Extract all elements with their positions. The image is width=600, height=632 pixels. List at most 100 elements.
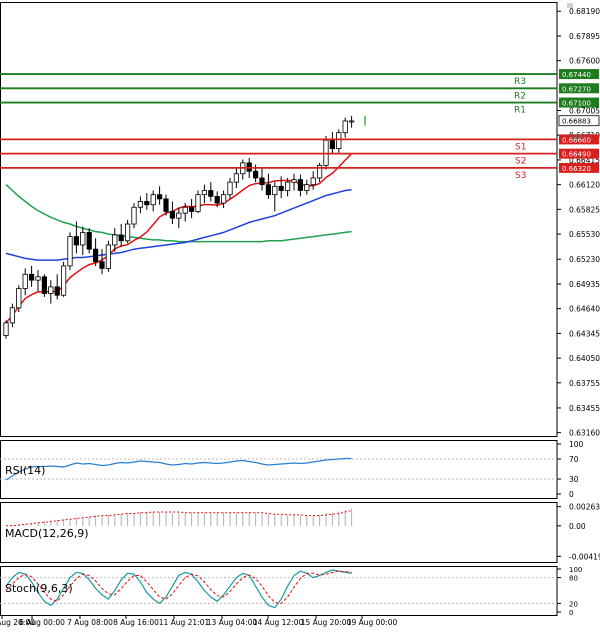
level-tag-label: 0.67270 bbox=[562, 85, 591, 93]
candle bbox=[48, 280, 54, 304]
price-tick-label: 0.63455 bbox=[569, 404, 600, 413]
candle-bear-body bbox=[73, 236, 79, 246]
candle bbox=[144, 193, 150, 210]
candle bbox=[201, 184, 207, 204]
candle-bear-body bbox=[86, 232, 92, 250]
candle-bear-body bbox=[329, 139, 336, 150]
price-axis: 0.681900.678950.676000.670050.667100.664… bbox=[557, 7, 600, 438]
stoch-signal-line bbox=[5, 570, 352, 604]
current-price-label: 0.66883 bbox=[562, 118, 591, 126]
price-tick-label: 0.65530 bbox=[569, 230, 600, 239]
time-axis: 5 Aug 20:006 Aug 00:007 Aug 08:008 Aug 1… bbox=[0, 615, 398, 627]
price-tick-label: 0.64640 bbox=[569, 305, 600, 314]
price-tick-label: 0.65230 bbox=[569, 255, 600, 264]
stoch-main-line bbox=[5, 569, 352, 609]
price-tick-label: 0.66120 bbox=[569, 181, 600, 190]
candle-bull-body bbox=[112, 234, 118, 246]
macd-signal-line bbox=[6, 510, 352, 527]
candle-bull-body bbox=[176, 212, 182, 219]
candle bbox=[28, 265, 35, 287]
pivot-levels: R3 0.67440 R2 0.67270 R1 0.67100 S1 0.66660 S2 0.… bbox=[0, 69, 600, 181]
candle-bull-body bbox=[22, 273, 28, 289]
price-tick-label: 0.67600 bbox=[569, 57, 600, 66]
candle bbox=[195, 190, 201, 214]
time-tick-label: 6 Aug 00:00 bbox=[19, 618, 65, 627]
price-tick-label: 0.63160 bbox=[569, 429, 600, 438]
level-tag-r1 bbox=[559, 97, 599, 108]
candle-bull-body bbox=[80, 232, 86, 246]
time-tick-label: 5 Aug 20:00 bbox=[0, 618, 35, 627]
candle bbox=[208, 182, 214, 202]
candle-bear-body bbox=[265, 184, 272, 196]
time-tick-label: 19 Aug 00:00 bbox=[347, 618, 398, 627]
macd-panel: 0.002637 0.00 -0.004195 MACD(12,26,9) bbox=[5, 503, 600, 562]
chart-frame bbox=[0, 2, 573, 616]
candle bbox=[93, 238, 99, 266]
candle bbox=[220, 190, 227, 209]
current-price-tag bbox=[558, 115, 600, 127]
candle-bear-body bbox=[188, 206, 195, 212]
candle-bull-body bbox=[3, 322, 9, 336]
macd-panel-frame bbox=[0, 502, 558, 563]
candle bbox=[188, 198, 195, 219]
candle-bear-body bbox=[214, 195, 220, 204]
ma-slow-line bbox=[5, 184, 352, 243]
time-tick-label: 13 Aug 04:00 bbox=[207, 618, 258, 627]
candle-bull-body bbox=[342, 120, 348, 134]
candle-bear-body bbox=[156, 194, 163, 200]
candle bbox=[265, 173, 272, 199]
rsi-label: RSI(14) bbox=[5, 464, 45, 477]
price-tick-label: 0.64935 bbox=[569, 280, 600, 289]
candle-bear-body bbox=[169, 211, 175, 219]
candle bbox=[278, 176, 284, 199]
candle bbox=[233, 167, 239, 188]
candle-bull-body bbox=[348, 120, 355, 123]
candle-bear-body bbox=[93, 248, 99, 263]
candle bbox=[316, 162, 323, 183]
candle-bear-body bbox=[297, 179, 304, 191]
macd-label: MACD(12,26,9) bbox=[5, 527, 89, 540]
candle bbox=[304, 179, 310, 195]
candle bbox=[163, 194, 169, 216]
candle bbox=[182, 203, 188, 222]
candle-bear-body bbox=[163, 198, 169, 212]
candle-bull-body bbox=[150, 194, 156, 206]
candle-bull-body bbox=[304, 184, 310, 191]
candle-bear-body bbox=[208, 190, 214, 197]
candle-bull-body bbox=[316, 164, 323, 179]
candle bbox=[169, 201, 175, 225]
macd-tick-label: 0.00 bbox=[569, 522, 586, 531]
candle bbox=[342, 117, 348, 138]
candle bbox=[336, 129, 342, 153]
candle bbox=[176, 207, 182, 229]
candle-bull-body bbox=[227, 181, 233, 196]
level-name-s1: S1 bbox=[515, 142, 526, 152]
stoch-panel-frame bbox=[0, 566, 558, 616]
level-name-r1: R1 bbox=[514, 106, 526, 116]
candle-bull-body bbox=[220, 194, 227, 204]
rsi-tick-label: 70 bbox=[569, 455, 579, 464]
stoch-label: Stoch(9,6,3) bbox=[5, 582, 73, 595]
candle-bull-body bbox=[61, 265, 67, 296]
scroll-marker bbox=[567, 3, 573, 8]
level-tag-s2 bbox=[559, 148, 599, 159]
time-tick-label: 8 Aug 16:00 bbox=[113, 618, 159, 627]
rsi-panel-frame bbox=[0, 440, 558, 499]
candle-bear-body bbox=[252, 170, 259, 179]
stoch-tick-label: 80 bbox=[569, 575, 578, 583]
candle bbox=[80, 226, 86, 256]
price-tick-label: 0.66415 bbox=[569, 156, 600, 165]
candle-bull-body bbox=[182, 206, 188, 214]
level-tag-r2 bbox=[559, 83, 599, 94]
candle bbox=[310, 171, 316, 190]
candle-bear-body bbox=[278, 185, 284, 191]
candle bbox=[61, 261, 67, 297]
candle-bear-body bbox=[54, 286, 60, 296]
macd-tick-label: 0.002637 bbox=[569, 503, 600, 512]
price-tick-label: 0.67895 bbox=[569, 32, 600, 41]
candle bbox=[131, 203, 137, 229]
candle bbox=[272, 182, 278, 212]
candle bbox=[348, 115, 355, 128]
level-tag-s1 bbox=[559, 134, 599, 145]
